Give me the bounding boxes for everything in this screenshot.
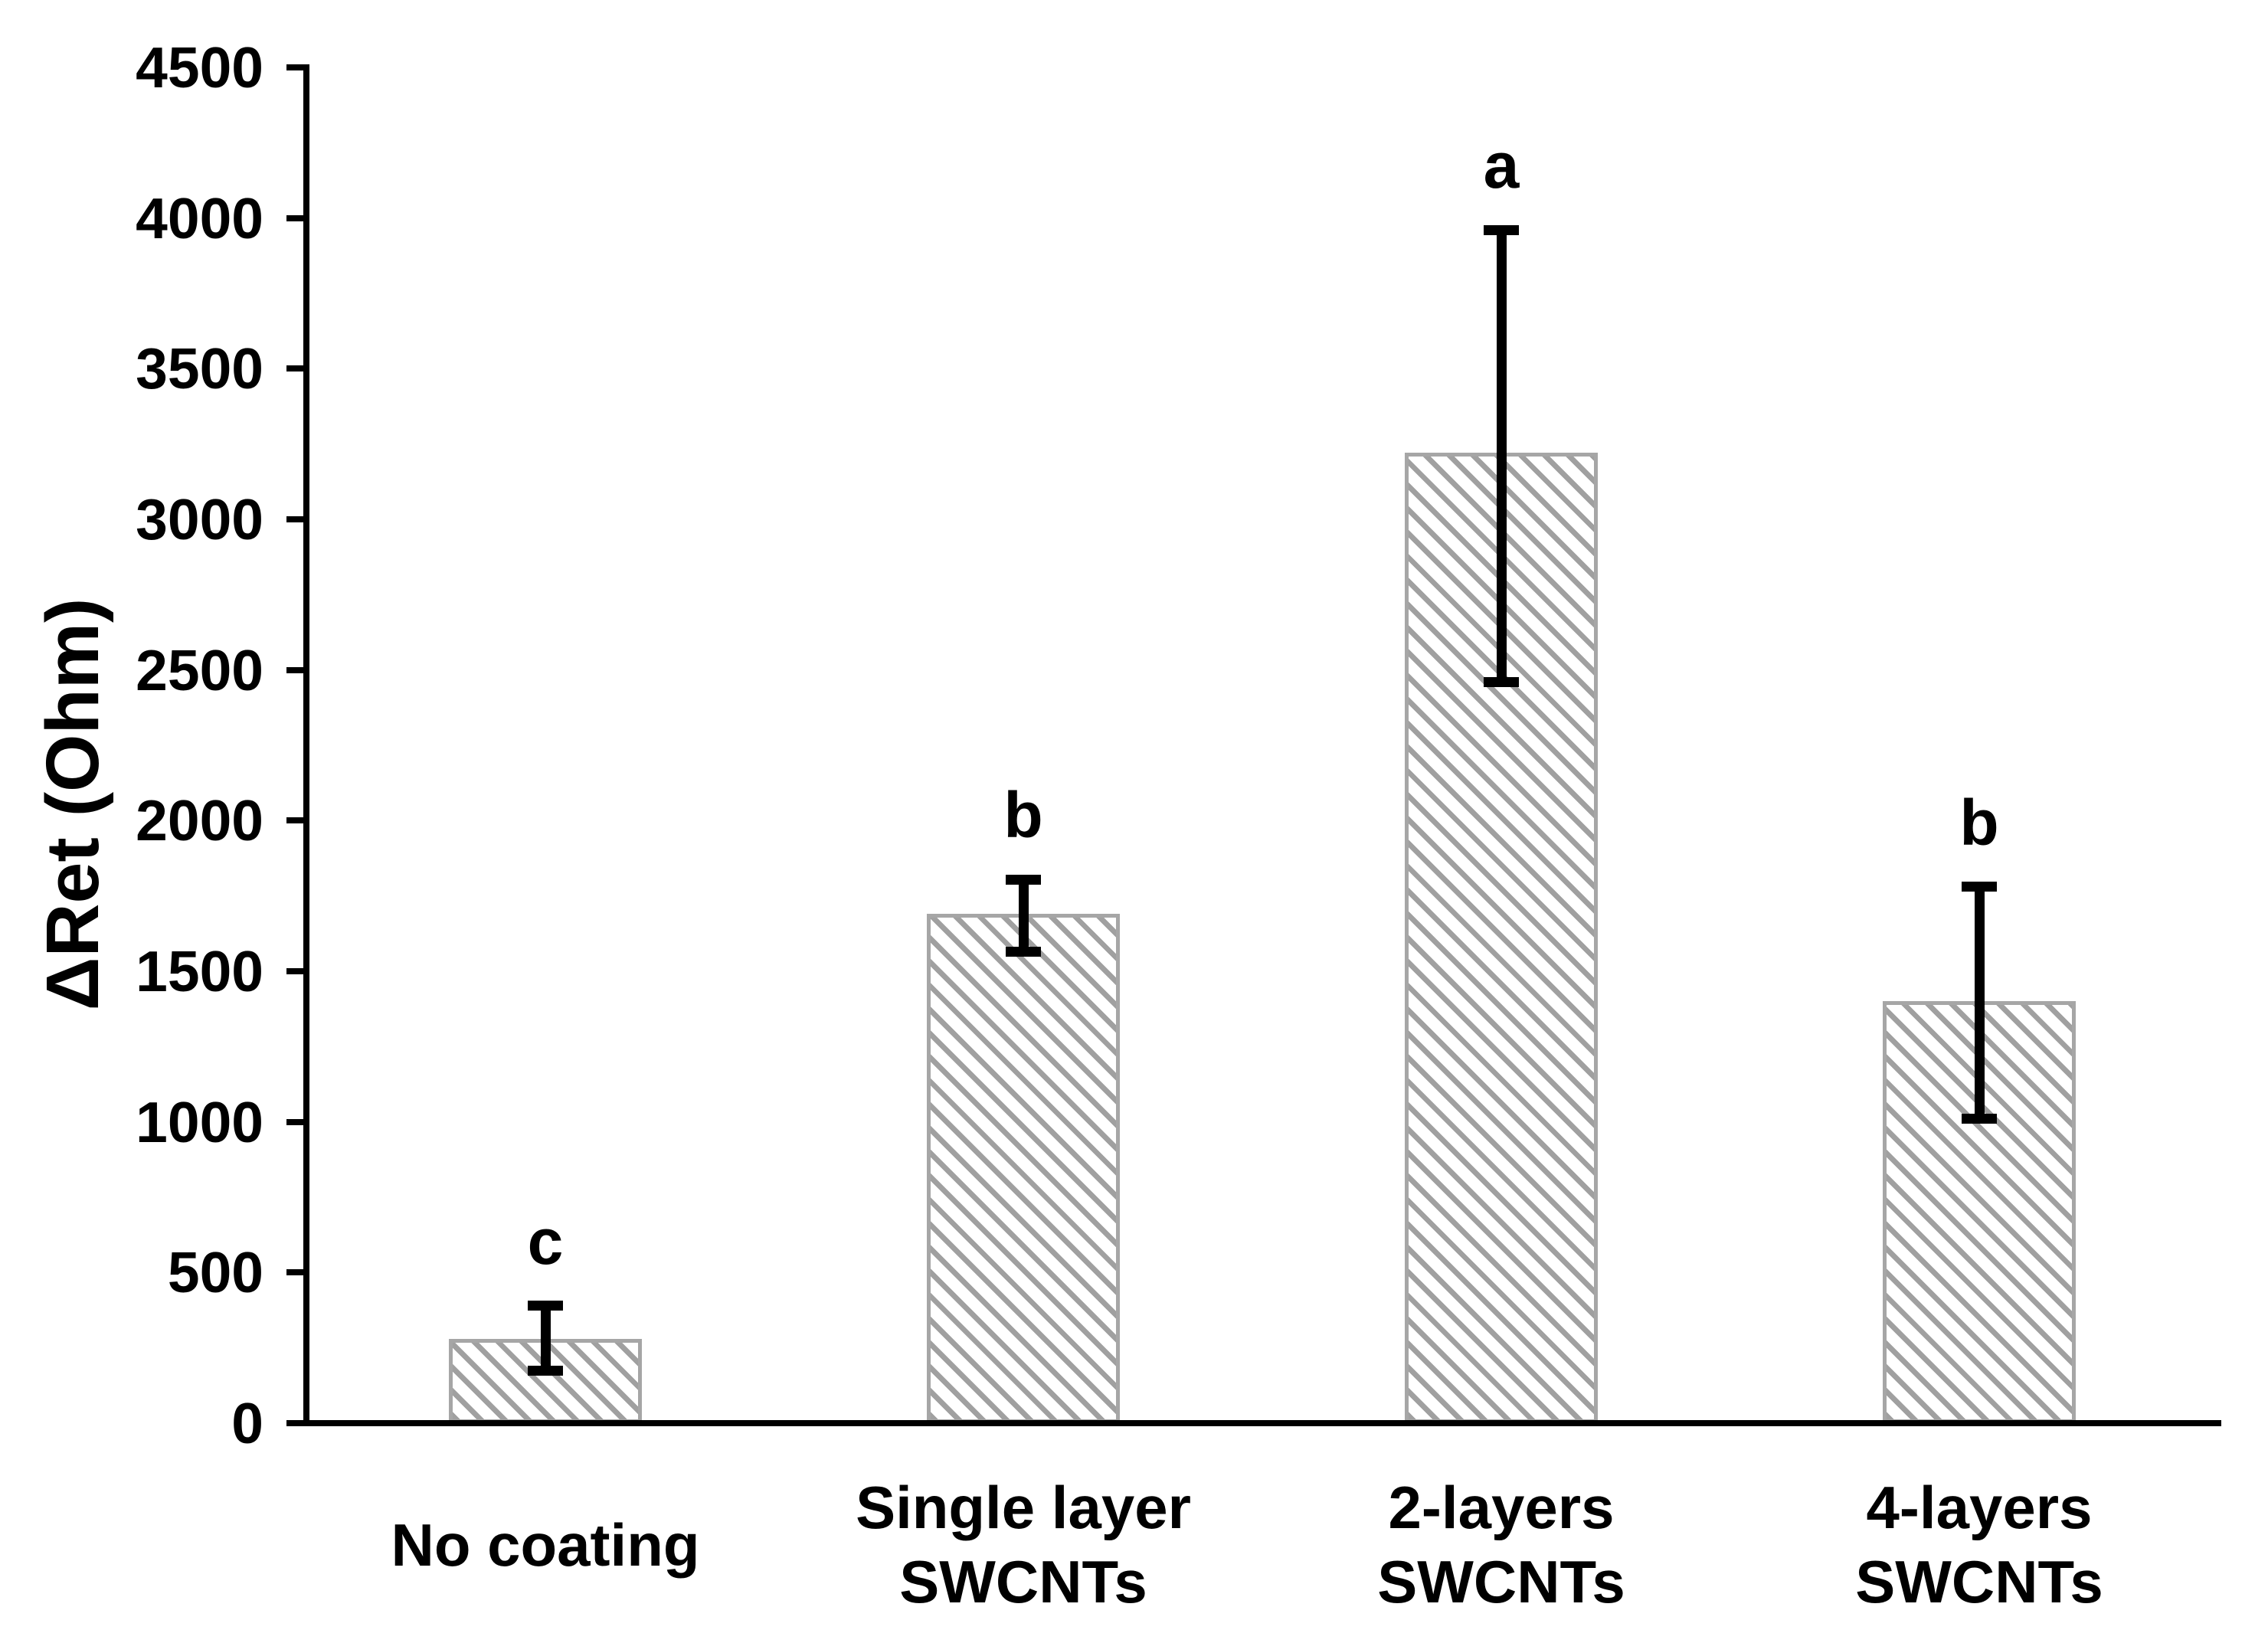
y-axis-tick-label: 3000: [136, 487, 263, 551]
y-axis-tick: [286, 1420, 306, 1426]
y-axis-tick: [286, 1118, 306, 1125]
error-bar-stem: [540, 1305, 551, 1371]
bar: [1883, 1001, 2076, 1423]
error-bar-cap-top: [1962, 882, 1997, 892]
y-axis-tick: [286, 214, 306, 221]
y-axis-tick: [286, 1269, 306, 1276]
bar: [927, 914, 1120, 1423]
y-axis-tick: [286, 365, 306, 372]
y-axis-tick: [286, 666, 306, 673]
error-bar-cap-bottom: [1006, 946, 1041, 957]
y-axis-tick-label: 0: [231, 1391, 263, 1455]
error-bar-cap-bottom: [1484, 676, 1519, 687]
x-axis-line: [303, 1420, 2221, 1426]
significance-letter: b: [1959, 786, 1999, 859]
y-axis-line: [303, 64, 309, 1426]
y-axis-tick-label: 1000: [136, 1089, 263, 1154]
y-axis-tick: [286, 968, 306, 974]
x-category-label-line: SWCNTs: [1377, 1548, 1625, 1615]
error-bar-stem: [1974, 886, 1985, 1119]
x-category-label: 2-layers SWCNTs: [1264, 1465, 1739, 1625]
error-bar-cap-top: [528, 1301, 563, 1311]
significance-letter: a: [1483, 129, 1520, 202]
y-axis-tick: [286, 64, 306, 70]
y-axis-tick-label: 2000: [136, 788, 263, 853]
y-axis-tick-label: 1500: [136, 939, 263, 1003]
y-axis-tick-label: 500: [167, 1240, 263, 1305]
x-category-label-line: SWCNTs: [899, 1548, 1147, 1615]
x-category-label-line: 4-layers: [1866, 1474, 2093, 1541]
x-category-label-line: Single layer: [856, 1474, 1191, 1541]
error-bar-cap-bottom: [1962, 1114, 1997, 1124]
x-category-label: Single layer SWCNTs: [786, 1465, 1261, 1625]
x-category-label: 4-layers SWCNTs: [1742, 1465, 2217, 1625]
y-axis-tick-label: 3500: [136, 336, 263, 401]
error-bar-stem: [1018, 879, 1029, 952]
error-bar-cap-top: [1006, 874, 1041, 885]
x-category-label-line: 2-layers: [1388, 1474, 1615, 1541]
error-bar-cap-bottom: [528, 1365, 563, 1376]
y-axis-tick-label: 4500: [136, 35, 263, 100]
significance-letter: b: [1003, 779, 1043, 852]
significance-letter: c: [527, 1205, 564, 1278]
error-bar-cap-top: [1484, 224, 1519, 235]
x-category-label: No coating: [308, 1465, 783, 1625]
y-axis-tick: [286, 516, 306, 522]
x-category-label-line: SWCNTs: [1855, 1548, 2103, 1615]
y-axis-tick: [286, 817, 306, 824]
y-axis-tick-label: 2500: [136, 637, 263, 702]
y-axis-tick-label: 4000: [136, 185, 263, 250]
x-category-label-line: No coating: [391, 1510, 700, 1579]
error-bar-stem: [1496, 230, 1507, 682]
